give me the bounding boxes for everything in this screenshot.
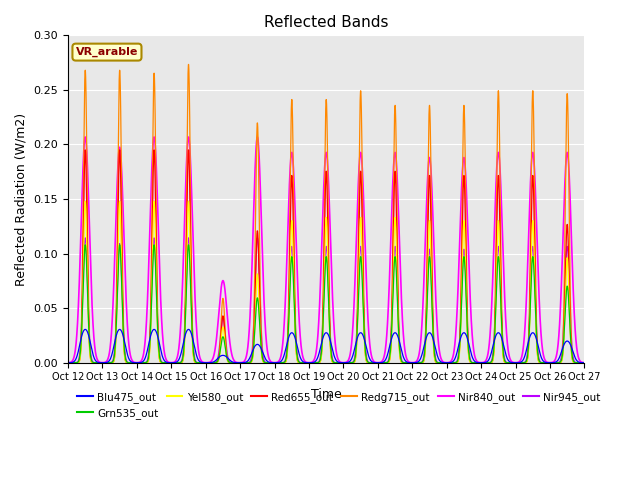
Title: Reflected Bands: Reflected Bands <box>264 15 388 30</box>
Y-axis label: Reflected Radiation (W/m2): Reflected Radiation (W/m2) <box>15 112 28 286</box>
Legend: Blu475_out, Grn535_out, Yel580_out, Red655_out, Redg715_out, Nir840_out, Nir945_: Blu475_out, Grn535_out, Yel580_out, Red6… <box>73 387 605 423</box>
Text: VR_arable: VR_arable <box>76 47 138 57</box>
X-axis label: Time: Time <box>311 388 342 401</box>
